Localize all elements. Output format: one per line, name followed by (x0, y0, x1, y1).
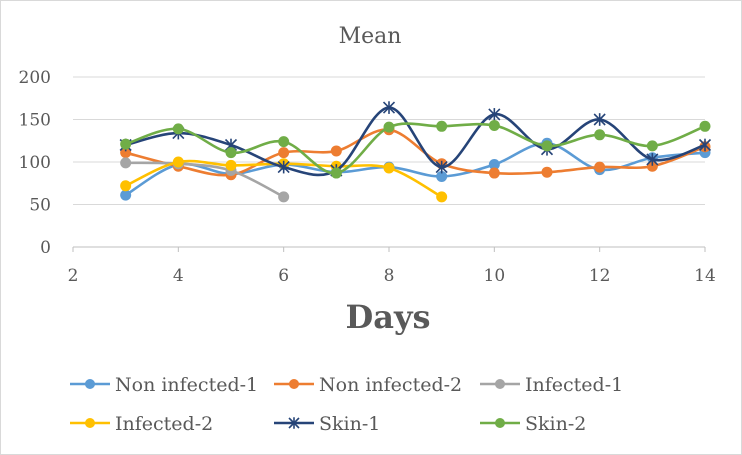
data-point-skin-2 (488, 119, 500, 131)
legend-swatch-marker (495, 418, 505, 428)
x-tick-label: 6 (278, 266, 289, 286)
series-skin-2 (120, 119, 711, 179)
data-point-skin-2 (120, 138, 132, 150)
legend-label: Infected-2 (115, 413, 213, 435)
data-point-non-infected-2 (541, 166, 553, 178)
legend-item-skin-2[interactable]: Skin-2 (480, 413, 586, 435)
x-axis-label: Days (345, 298, 430, 336)
legend-item-non-infected-1[interactable]: Non infected-1 (70, 374, 258, 396)
y-tick-label: 0 (40, 238, 51, 258)
data-point-non-infected-1 (488, 159, 500, 171)
data-point-non-infected-2 (646, 160, 658, 172)
data-point-infected-1 (278, 191, 290, 203)
chart-title: Mean (339, 24, 402, 49)
data-point-infected-1 (120, 157, 132, 169)
y-tick-label: 200 (19, 68, 51, 88)
data-point-skin-1 (382, 101, 396, 114)
data-point-non-infected-2 (488, 167, 500, 179)
legend-item-non-infected-2[interactable]: Non infected-2 (274, 374, 462, 396)
data-point-skin-2 (330, 167, 342, 179)
legend-swatch-marker (85, 418, 95, 428)
data-point-skin-2 (383, 121, 395, 133)
x-tick-label: 2 (68, 266, 79, 286)
data-point-skin-1 (593, 113, 606, 126)
legend-swatch-marker (85, 379, 95, 389)
legend-label: Non infected-1 (115, 374, 258, 396)
x-tick-label: 10 (484, 266, 506, 286)
data-point-infected-2 (120, 180, 132, 192)
data-point-non-infected-2 (330, 145, 342, 157)
data-point-infected-2 (436, 191, 448, 203)
data-point-skin-1 (698, 138, 712, 152)
data-point-skin-2 (646, 140, 658, 152)
data-point-infected-2 (172, 156, 184, 168)
legend-label: Skin-1 (319, 413, 380, 435)
y-tick-label: 50 (29, 196, 51, 216)
legend-swatch-marker (288, 417, 300, 429)
data-point-skin-2 (225, 147, 237, 159)
legend-swatch-marker (289, 379, 299, 389)
y-tick-label: 100 (19, 153, 51, 173)
legend-swatch-marker (495, 379, 505, 389)
axes: 0 50 100 150 200 2 4 6 8 10 12 14 (19, 68, 716, 286)
data-point-non-infected-1 (120, 189, 132, 201)
legend[interactable]: Non infected-1 Non infected-2 Infected-1 In… (70, 374, 623, 435)
data-point-infected-2 (383, 162, 395, 174)
data-point-non-infected-2 (120, 147, 132, 159)
data-point-skin-1 (435, 160, 448, 174)
data-point-skin-2 (172, 123, 184, 135)
legend-label: Non infected-2 (319, 374, 462, 396)
y-tick-label: 150 (19, 111, 51, 131)
data-point-non-infected-2 (594, 161, 606, 173)
x-tick-label: 14 (694, 266, 716, 286)
data-point-skin-1 (646, 153, 659, 166)
data-point-skin-2 (699, 120, 711, 132)
series-layer (119, 101, 712, 203)
data-point-infected-2 (225, 159, 237, 171)
data-point-skin-2 (594, 129, 606, 141)
data-point-skin-2 (541, 140, 553, 152)
data-point-skin-1 (277, 160, 290, 174)
legend-label: Skin-2 (525, 413, 586, 435)
x-tick-label: 4 (173, 266, 184, 286)
legend-label: Infected-1 (525, 374, 623, 396)
series-line-infected-1 (124, 161, 285, 199)
legend-item-infected-2[interactable]: Infected-2 (70, 413, 213, 435)
data-point-skin-2 (436, 120, 448, 132)
x-tick-label: 12 (589, 266, 611, 286)
data-point-non-infected-2 (278, 147, 290, 159)
legend-item-infected-1[interactable]: Infected-1 (480, 374, 623, 396)
legend-item-skin-1[interactable]: Skin-1 (274, 413, 380, 435)
x-tick-label: 8 (384, 266, 395, 286)
data-point-skin-2 (278, 136, 290, 148)
data-point-skin-1 (488, 108, 501, 121)
data-point-non-infected-1 (436, 170, 448, 182)
